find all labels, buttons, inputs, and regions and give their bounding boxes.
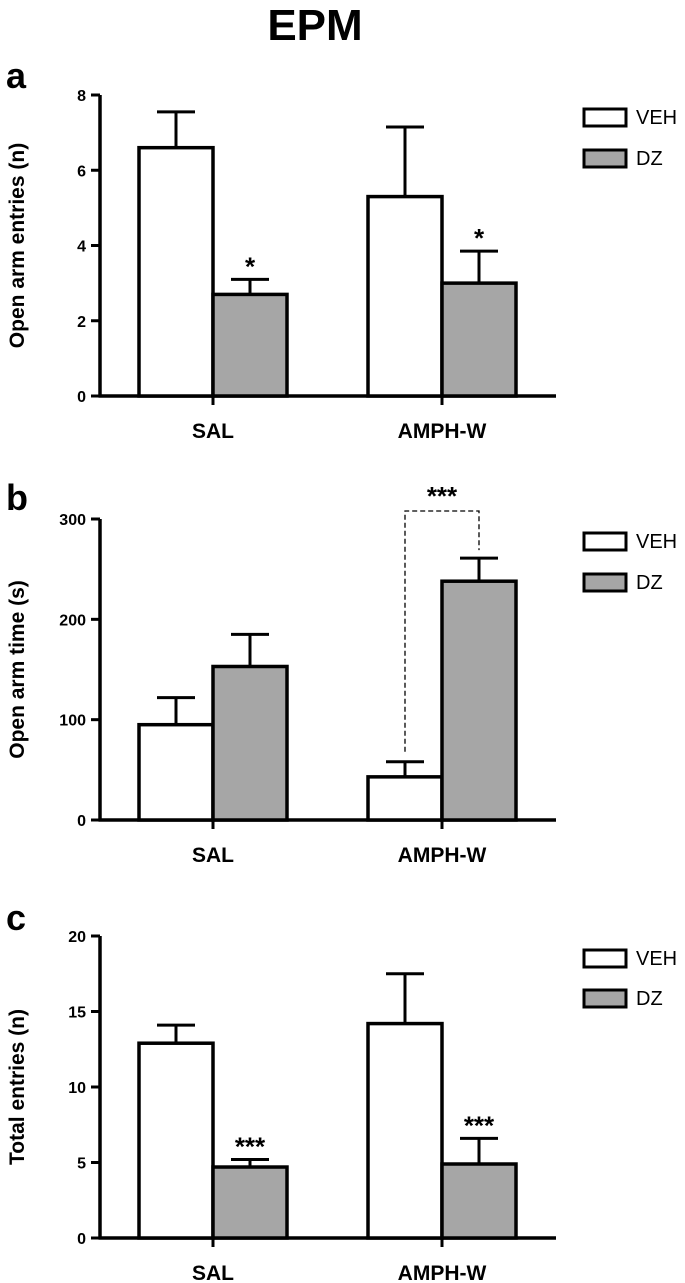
legend-label-veh: VEH [636,948,677,970]
bar-dz-amph-w [440,281,518,398]
bar-veh-sal [137,1041,215,1240]
bar-dz-amph-w [440,579,518,822]
legend-swatch-dz [582,572,628,593]
panel-letter: c [6,897,26,938]
bar-dz-sal [211,664,289,822]
significance-label: *** [235,1131,266,1161]
legend-label-dz: DZ [636,572,663,594]
significance-label: *** [464,1110,495,1140]
y-tick-label: 2 [77,314,86,331]
y-tick-label: 15 [68,1005,86,1022]
x-tick-label: SAL [192,420,234,443]
significance-label: *** [427,481,458,511]
x-tick-label: SAL [192,844,234,867]
y-axis-title: Open arm time (s) [6,580,29,759]
y-tick-label: 5 [77,1156,86,1173]
legend-label-veh: VEH [636,531,677,553]
legend-label-dz: DZ [636,148,663,170]
y-tick-label: 100 [59,713,86,730]
bar-veh-amph-w [366,194,444,398]
x-tick-label: AMPH-W [398,1262,487,1283]
y-tick-label: 6 [77,163,86,180]
x-tick-label: AMPH-W [398,420,487,443]
y-tick-label: 300 [59,512,86,529]
legend-swatch-dz [582,148,628,169]
bar-veh-amph-w [366,775,444,822]
bar-veh-sal [137,145,215,398]
y-tick-label: 0 [77,813,86,830]
x-tick-label: SAL [192,1262,234,1283]
panel-letter: a [6,55,27,96]
page-title: EPM [267,1,363,50]
panel-letter: b [6,477,28,518]
legend-swatch-veh [582,948,628,969]
y-tick-label: 4 [77,239,86,256]
bar-dz-amph-w [440,1162,518,1240]
legend-label-veh: VEH [636,107,677,129]
y-tick-label: 10 [68,1080,86,1097]
bar-dz-sal [211,1165,289,1240]
y-tick-label: 0 [77,389,86,406]
significance-label: * [245,251,256,281]
legend-swatch-veh [582,531,628,552]
x-tick-label: AMPH-W [398,844,487,867]
significance-bracket [404,510,480,752]
legend-swatch-veh [582,107,628,128]
y-axis-title: Open arm entries (n) [6,143,29,348]
y-tick-label: 8 [77,88,86,105]
legend-label-dz: DZ [636,988,663,1010]
y-axis-title: Total entries (n) [6,1009,29,1165]
significance-label: * [474,223,485,253]
legend-swatch-dz [582,988,628,1009]
y-tick-label: 20 [68,929,86,946]
bar-dz-sal [211,292,289,398]
bar-veh-sal [137,722,215,822]
bar-veh-amph-w [366,1021,444,1240]
y-tick-label: 0 [77,1231,86,1248]
y-tick-label: 200 [59,612,86,629]
